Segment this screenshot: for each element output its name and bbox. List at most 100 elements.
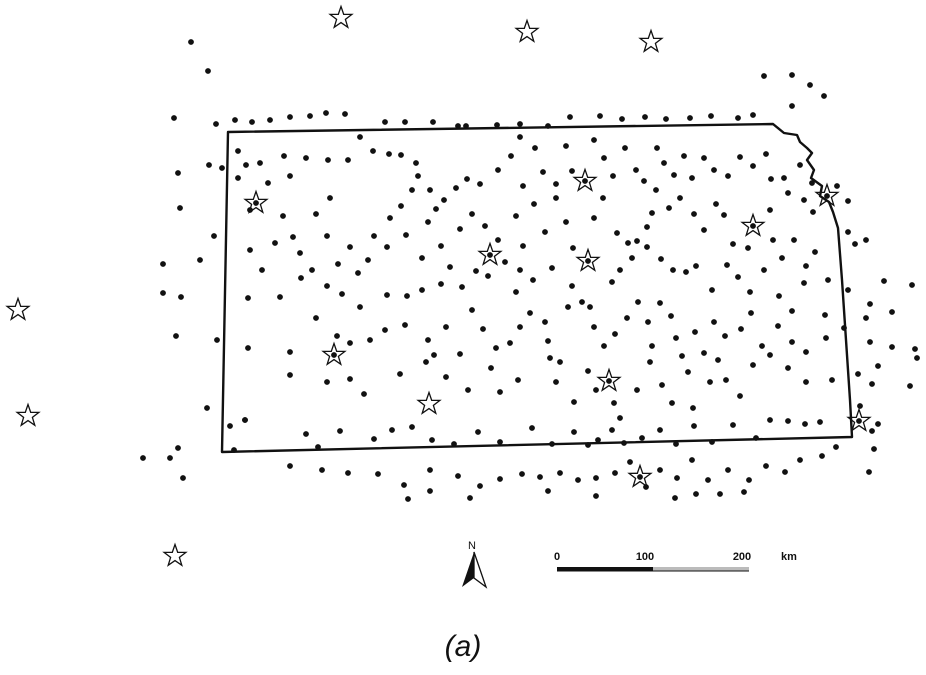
measurement-point: [841, 325, 847, 331]
measurement-point: [361, 391, 367, 397]
measurement-point: [643, 484, 649, 490]
measurement-point: [889, 344, 895, 350]
measurement-point: [866, 469, 872, 475]
measurement-point: [473, 268, 479, 274]
measurement-point: [567, 114, 573, 120]
measurement-point: [497, 476, 503, 482]
measurement-point: [690, 405, 696, 411]
measurement-point: [557, 470, 563, 476]
measurement-point: [259, 267, 265, 273]
measurement-point: [571, 429, 577, 435]
measurement-point: [591, 324, 597, 330]
measurement-point: [677, 195, 683, 201]
measurement-point: [668, 313, 674, 319]
measurement-point: [723, 377, 729, 383]
measurement-point: [627, 459, 633, 465]
measurement-point: [355, 270, 361, 276]
measurement-point: [601, 155, 607, 161]
measurement-point: [669, 400, 675, 406]
measurement-point: [746, 477, 752, 483]
station-star: [15, 402, 41, 427]
measurement-point: [810, 209, 816, 215]
measurement-point: [257, 160, 263, 166]
measurement-point: [272, 240, 278, 246]
measurement-point: [593, 387, 599, 393]
measurement-point: [750, 362, 756, 368]
measurement-point: [641, 178, 647, 184]
measurement-point: [633, 167, 639, 173]
measurement-point: [871, 446, 877, 452]
measurement-point: [601, 343, 607, 349]
measurement-point: [768, 176, 774, 182]
measurement-point: [803, 263, 809, 269]
measurement-point: [287, 173, 293, 179]
measurement-point: [545, 123, 551, 129]
north-label: N: [468, 540, 476, 552]
measurement-point: [517, 267, 523, 273]
measurement-point: [290, 234, 296, 240]
measurement-point: [324, 283, 330, 289]
measurement-point: [298, 275, 304, 281]
measurement-point: [459, 284, 465, 290]
measurement-point: [761, 267, 767, 273]
measurement-point: [549, 265, 555, 271]
measurement-point: [542, 319, 548, 325]
measurement-point: [829, 377, 835, 383]
measurement-point: [247, 247, 253, 253]
measurement-point: [508, 153, 514, 159]
measurement-point: [401, 482, 407, 488]
measurement-point: [319, 467, 325, 473]
measurement-point: [614, 230, 620, 236]
measurement-point: [671, 172, 677, 178]
measurement-point: [701, 350, 707, 356]
measurement-point: [914, 355, 920, 361]
measurement-point: [323, 110, 329, 116]
measurement-point: [724, 262, 730, 268]
measurement-point: [741, 489, 747, 495]
measurement-point: [737, 393, 743, 399]
measurement-point: [347, 376, 353, 382]
station-star: [321, 341, 347, 366]
measurement-point: [875, 363, 881, 369]
measurement-point: [789, 103, 795, 109]
measurement-point: [339, 291, 345, 297]
measurement-point: [335, 261, 341, 267]
measurement-point: [725, 467, 731, 473]
measurement-point: [845, 198, 851, 204]
measurement-point: [679, 353, 685, 359]
measurement-point: [565, 304, 571, 310]
station-star: [328, 4, 354, 29]
measurement-point: [313, 315, 319, 321]
measurement-point: [673, 441, 679, 447]
measurement-point: [443, 324, 449, 330]
measurement-point: [689, 175, 695, 181]
measurement-point: [513, 289, 519, 295]
measurement-point: [324, 233, 330, 239]
measurement-point: [398, 203, 404, 209]
measurement-point: [693, 263, 699, 269]
measurement-point: [453, 185, 459, 191]
measurement-point: [845, 287, 851, 293]
measurement-point: [553, 181, 559, 187]
measurement-point: [750, 223, 756, 229]
measurement-point: [530, 277, 536, 283]
measurement-point: [347, 244, 353, 250]
measurement-point: [345, 157, 351, 163]
measurement-point: [673, 335, 679, 341]
measurement-point: [912, 346, 918, 352]
measurement-point: [612, 331, 618, 337]
measurement-point: [160, 290, 166, 296]
measurement-point: [204, 405, 210, 411]
measurement-point: [725, 173, 731, 179]
measurement-point: [715, 357, 721, 363]
measurement-point: [403, 232, 409, 238]
measurement-point: [542, 229, 548, 235]
measurement-point: [658, 256, 664, 262]
measurement-point: [634, 387, 640, 393]
measurement-point: [845, 229, 851, 235]
measurement-point: [585, 442, 591, 448]
measurement-point: [313, 211, 319, 217]
measurement-point: [644, 244, 650, 250]
measurement-point: [647, 359, 653, 365]
measurement-point: [867, 301, 873, 307]
